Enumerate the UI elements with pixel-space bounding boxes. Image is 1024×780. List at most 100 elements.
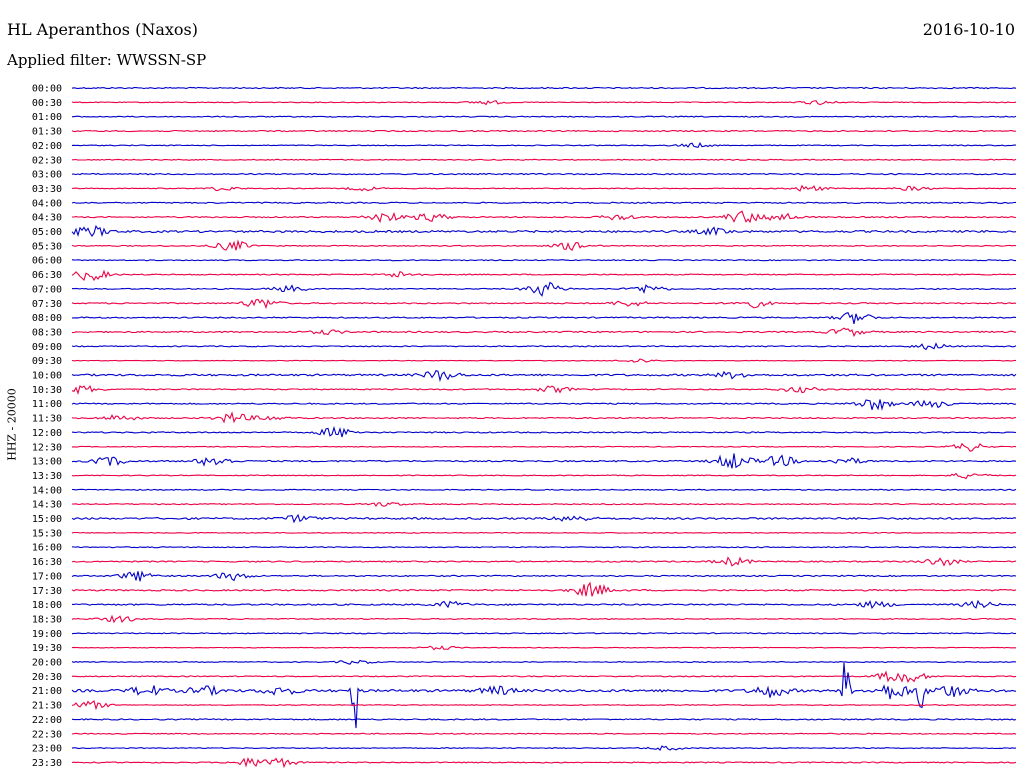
time-tick-label: 14:00 <box>32 485 62 496</box>
trace-line <box>72 210 1017 224</box>
time-tick-label: 11:00 <box>32 399 62 410</box>
time-tick-label: 05:30 <box>32 241 62 252</box>
trace-line <box>71 718 1017 721</box>
trace-line <box>71 732 1017 735</box>
time-tick-label: 22:30 <box>32 729 62 740</box>
time-tick-label: 07:30 <box>32 299 62 310</box>
time-tick-label: 03:00 <box>32 170 62 181</box>
trace-line <box>71 472 1017 480</box>
trace-line <box>71 546 1017 549</box>
time-tick-label: 00:00 <box>32 84 62 95</box>
time-tick-label: 23:00 <box>32 744 62 755</box>
time-tick-label: 09:30 <box>32 356 62 367</box>
trace-line <box>71 670 1017 683</box>
time-tick-label: 21:30 <box>32 701 62 712</box>
trace-line <box>72 312 1017 325</box>
time-tick-label: 07:00 <box>32 284 62 295</box>
time-tick-label: 04:30 <box>32 213 62 224</box>
time-tick-label: 09:00 <box>32 342 62 353</box>
trace-line <box>71 172 1017 176</box>
time-tick-label: 20:30 <box>32 672 62 683</box>
time-tick-label: 01:30 <box>32 127 62 138</box>
time-tick-label: 08:30 <box>32 327 62 338</box>
trace-line <box>71 158 1017 161</box>
trace-line <box>71 269 1017 282</box>
trace-line <box>71 645 1016 651</box>
time-tick-label: 17:00 <box>32 571 62 582</box>
time-tick-label: 15:30 <box>32 528 62 539</box>
trace-line <box>71 442 1017 452</box>
time-tick-label: 00:30 <box>32 98 62 109</box>
time-tick-label: 04:00 <box>32 198 62 209</box>
time-tick-label: 10:30 <box>32 385 62 396</box>
trace-line <box>71 86 1017 90</box>
time-tick-label: 03:30 <box>32 184 62 195</box>
trace-line <box>71 239 1017 251</box>
time-tick-label: 02:30 <box>32 155 62 166</box>
trace-line <box>71 142 1016 149</box>
time-tick-label: 14:30 <box>32 500 62 511</box>
time-tick-label: 08:00 <box>32 313 62 324</box>
trace-line <box>71 531 1017 534</box>
trace-line <box>71 581 1017 597</box>
trace-line <box>71 342 1017 351</box>
time-tick-label: 21:00 <box>32 686 62 697</box>
time-tick-label: 20:00 <box>32 658 62 669</box>
time-tick-label: 05:00 <box>32 227 62 238</box>
trace-line <box>71 399 1017 411</box>
time-tick-label: 10:00 <box>32 371 62 382</box>
trace-line <box>71 358 1017 363</box>
time-tick-label: 02:00 <box>32 141 62 152</box>
trace-line <box>71 99 1017 106</box>
trace-line <box>71 745 1017 752</box>
station-title: HL Aperanthos (Naxos) <box>7 20 198 39</box>
trace-line <box>71 570 1017 582</box>
time-tick-label: 16:30 <box>32 557 62 568</box>
trace-line <box>71 184 1017 192</box>
trace-line <box>71 370 1017 383</box>
time-tick-label: 01:00 <box>32 112 62 123</box>
trace-line <box>71 614 1017 624</box>
time-tick-label: 06:00 <box>32 256 62 267</box>
time-tick-label: 18:00 <box>32 600 62 611</box>
time-tick-label: 22:00 <box>32 715 62 726</box>
trace-line <box>71 281 1017 297</box>
trace-line <box>71 384 1017 395</box>
time-tick-label: 17:30 <box>32 586 62 597</box>
trace-line <box>71 632 1017 635</box>
time-tick-label: 11:30 <box>32 414 62 425</box>
trace-line <box>71 556 1017 567</box>
time-tick-label: 15:00 <box>32 514 62 525</box>
filter-label: Applied filter: WWSSN-SP <box>7 51 207 69</box>
trace-line <box>71 327 1017 338</box>
trace-line <box>72 115 1017 118</box>
trace-line <box>71 757 1017 769</box>
trace-line <box>71 224 1017 238</box>
trace-line <box>71 488 1017 491</box>
trace-line <box>71 201 1017 205</box>
plot-date: 2016-10-10 <box>922 20 1015 39</box>
trace-line <box>71 662 1017 729</box>
time-tick-label: 16:00 <box>32 543 62 554</box>
time-tick-label: 06:30 <box>32 270 62 281</box>
time-tick-label: 12:00 <box>32 428 62 439</box>
trace-line <box>71 453 1017 469</box>
trace-line <box>71 659 1017 665</box>
trace-line <box>71 425 1017 438</box>
trace-line <box>71 129 1017 133</box>
time-tick-label: 13:00 <box>32 457 62 468</box>
trace-line <box>71 298 1017 310</box>
trace-line <box>71 259 1016 262</box>
trace-line <box>71 411 1017 424</box>
time-tick-label: 19:00 <box>32 629 62 640</box>
time-tick-label: 18:30 <box>32 614 62 625</box>
time-tick-label: 19:30 <box>32 643 62 654</box>
trace-line <box>71 502 1017 507</box>
time-tick-label: 12:30 <box>32 442 62 453</box>
trace-line <box>71 513 1017 524</box>
time-tick-label: 13:30 <box>32 471 62 482</box>
trace-line <box>72 599 1017 610</box>
trace-line <box>71 700 1017 711</box>
time-tick-label: 23:30 <box>32 758 62 769</box>
